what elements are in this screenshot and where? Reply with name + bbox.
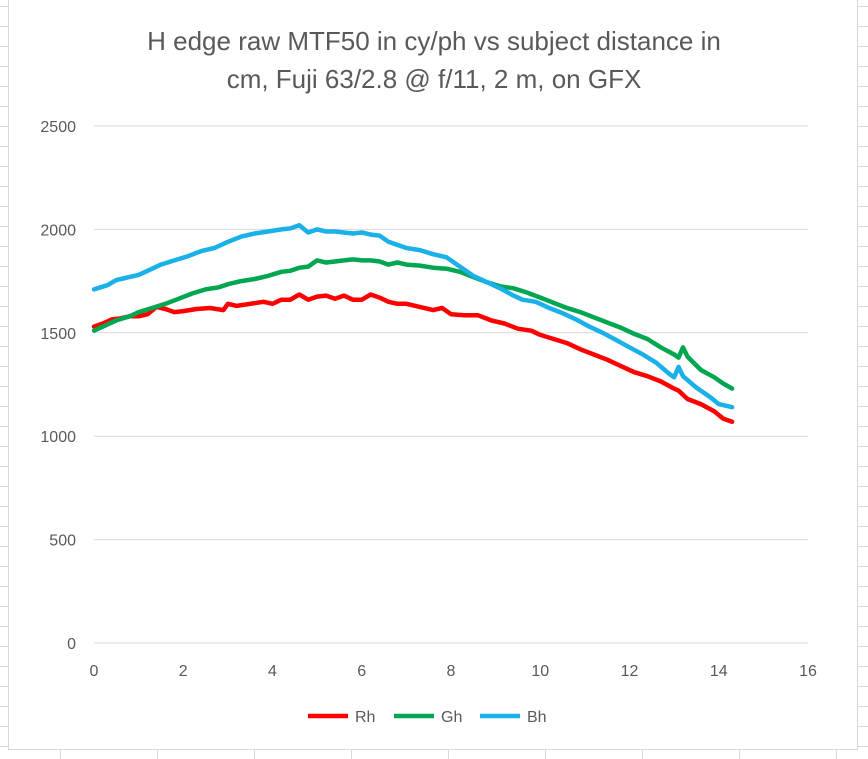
legend-label-gh: Gh: [441, 709, 462, 726]
x-tick-label: 14: [710, 663, 728, 680]
x-tick-label: 2: [179, 663, 188, 680]
y-tick-label: 2000: [40, 222, 76, 239]
chart-title-line-1: H edge raw MTF50 in cy/ph vs subject dis…: [147, 26, 721, 56]
x-tick-label: 0: [90, 663, 99, 680]
legend-label-rh: Rh: [355, 709, 375, 726]
x-tick-label: 6: [357, 663, 366, 680]
x-tick-label: 10: [531, 663, 549, 680]
x-tick-label: 4: [268, 663, 277, 680]
series-line-gh: [91, 257, 735, 391]
x-tick-label: 12: [621, 663, 639, 680]
x-tick-label: 8: [447, 663, 456, 680]
y-tick-label: 1000: [40, 429, 76, 446]
x-tick-label: 16: [799, 663, 817, 680]
chart-title: H edge raw MTF50 in cy/ph vs subject dis…: [0, 22, 868, 98]
chart-title-line-2: cm, Fuji 63/2.8 @ f/11, 2 m, on GFX: [226, 64, 642, 94]
y-tick-label: 1500: [40, 326, 76, 343]
y-tick-label: 0: [67, 636, 76, 653]
y-tick-label: 500: [49, 533, 76, 550]
series-line-rh: [91, 292, 735, 424]
series-line-bh: [91, 223, 735, 410]
chart-area[interactable]: [8, 0, 858, 750]
y-tick-label: 2500: [40, 119, 76, 136]
legend-label-bh: Bh: [527, 709, 547, 726]
